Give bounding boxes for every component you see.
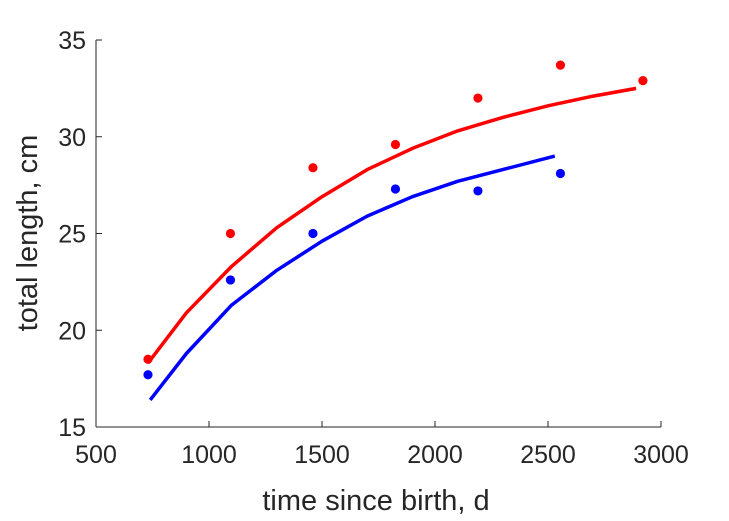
data-point [143, 370, 153, 380]
data-point [473, 93, 483, 103]
x-tick-label: 1000 [181, 441, 237, 469]
y-axis-label: total length, cm [12, 135, 44, 332]
y-tick-label: 25 [58, 221, 86, 249]
x-axis-label: time since birth, d [262, 485, 489, 517]
data-point [225, 275, 236, 285]
y-ticks: 15 20 25 30 35 [58, 27, 102, 442]
x-tick-label: 2500 [520, 441, 576, 469]
series-1 [143, 60, 648, 365]
series-layer [143, 60, 648, 401]
data-point [308, 228, 318, 239]
data-point [225, 228, 236, 239]
y-tick-label: 20 [58, 317, 86, 345]
x-ticks: 500 1000 1500 2000 2500 3000 [75, 421, 689, 469]
fit-line [148, 154, 556, 401]
fit-line [146, 86, 637, 365]
data-point [473, 186, 483, 196]
y-tick-label: 35 [58, 27, 86, 55]
series-2 [143, 154, 566, 401]
data-point [390, 139, 401, 150]
y-tick-label: 30 [58, 124, 86, 152]
data-point [143, 354, 153, 364]
x-tick-label: 500 [75, 441, 117, 469]
data-point [555, 60, 566, 70]
data-point [308, 163, 318, 173]
data-point [638, 76, 648, 86]
y-tick-label: 15 [58, 414, 86, 442]
x-tick-label: 3000 [633, 441, 689, 469]
data-point [390, 184, 401, 194]
x-tick-label: 2000 [407, 441, 463, 469]
data-point [555, 168, 566, 179]
x-tick-label: 1500 [294, 441, 350, 469]
